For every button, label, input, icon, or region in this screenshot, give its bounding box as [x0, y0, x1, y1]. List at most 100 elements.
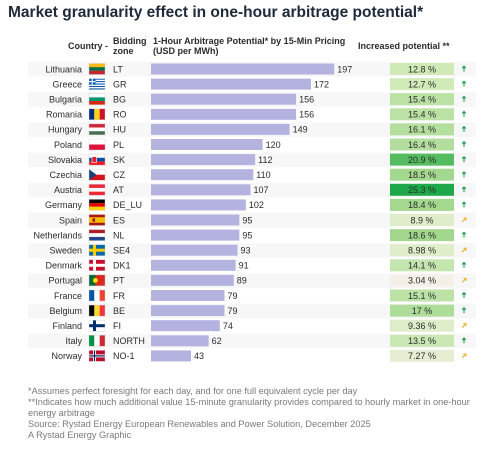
bar: [151, 199, 246, 211]
table-row: Norway NO-1 43 7.27 %: [51, 349, 467, 362]
bar-value-label: 156: [299, 110, 314, 120]
flag-france-icon: [88, 289, 106, 302]
bar: [151, 320, 220, 332]
zone-label: NORTH: [113, 336, 145, 346]
bar-value-label: 43: [194, 351, 204, 361]
arrow-up-icon: [461, 155, 467, 163]
footnote-increase: **Indicates how much additional value 15…: [28, 397, 470, 418]
increase-label: 3.04 %: [408, 276, 436, 286]
row-background: [28, 243, 476, 258]
increase-label: 8.9 %: [410, 215, 433, 225]
header-country: Country -: [68, 41, 108, 51]
bar-value-label: 93: [240, 246, 250, 256]
increase-cell: [390, 244, 454, 257]
zone-label: NO-1: [113, 351, 135, 361]
zone-label: DE_LU: [113, 200, 142, 210]
table-row: Romania RO 156 15.4 %: [46, 108, 467, 121]
bar-value-label: 110: [256, 170, 270, 180]
footnote-credit: A Rystad Energy Graphic: [28, 430, 132, 440]
increase-label: 18.5 %: [408, 170, 436, 180]
zone-label: CZ: [113, 170, 125, 180]
chart-title: Market granularity effect in one-hour ar…: [8, 4, 424, 21]
increase-cell: [390, 123, 454, 136]
zone-label: FI: [113, 321, 121, 331]
bar: [151, 350, 191, 362]
arrow-up-icon: [461, 231, 467, 238]
table-row: France FR 79 15.1 %: [54, 289, 467, 302]
table-row: Slovakia SK 112 20.9 %: [28, 152, 476, 168]
bar: [151, 184, 251, 196]
table-row: Portugal PT 89 3.04 %: [28, 273, 476, 288]
arrow-up-right-icon: [461, 217, 467, 223]
increase-cell: [390, 334, 454, 347]
increase-label: 15.4 %: [408, 110, 436, 120]
arrow-up-right-icon: [461, 277, 467, 283]
bar-value-label: 62: [212, 336, 222, 346]
table-row: Netherlands NL 95 18.6 %: [33, 229, 467, 242]
flag-austria-icon: [88, 184, 106, 196]
table-row: Italy NORTH 62 13.5 %: [28, 333, 476, 349]
bar-value-label: 79: [227, 291, 237, 301]
header-increase: Increased potential **: [358, 41, 450, 51]
increase-cell: [390, 198, 454, 211]
arrow-up-icon: [461, 65, 467, 72]
country-label: Italy: [65, 336, 82, 346]
chart: Country - Bidding zone 1-Hour Arbitrage Pot…: [28, 36, 476, 362]
table-row: Denmark DK1 91 14.1 %: [45, 259, 467, 272]
increase-label: 14.1 %: [408, 261, 436, 271]
table-row: Greece GR 172 12.7 %: [52, 78, 467, 91]
table-row: Hungary HU 149 16.1 %: [28, 122, 476, 137]
increase-cell: [390, 78, 454, 91]
increase-label: 16.1 %: [408, 125, 436, 135]
flag-germany-icon: [88, 199, 106, 211]
bar: [151, 78, 311, 90]
bar: [151, 244, 238, 256]
zone-label: PL: [113, 140, 124, 150]
arrow-up-icon: [461, 171, 467, 178]
arrow-up-icon: [461, 201, 467, 208]
zone-label: NL: [113, 230, 125, 240]
increase-cell: [390, 93, 454, 106]
arrow-up-icon: [461, 110, 467, 117]
increase-cell: [390, 108, 454, 121]
increase-label: 15.4 %: [408, 95, 436, 105]
zone-label: HU: [113, 125, 126, 135]
arrow-up-right-icon: [461, 323, 467, 329]
zone-label: FR: [113, 291, 125, 301]
country-label: Finland: [52, 321, 82, 331]
bar: [151, 214, 240, 226]
country-label: Poland: [54, 140, 82, 150]
country-label: Spain: [59, 215, 82, 225]
bar-value-label: 95: [242, 215, 252, 225]
table-row: Belgium BE 79 17 %: [28, 303, 476, 319]
bar: [151, 139, 263, 150]
bar: [151, 229, 240, 241]
increase-cell: [390, 138, 454, 151]
row-background: [28, 333, 476, 349]
increase-cell: [390, 289, 454, 302]
row-background: [28, 213, 476, 228]
bar-value-label: 102: [249, 200, 264, 210]
increase-cell: [390, 274, 454, 287]
zone-label: GR: [113, 79, 127, 89]
header-zone: Bidding zone: [113, 36, 147, 56]
table-row: Spain ES 95 8.9 %: [28, 213, 476, 228]
country-label: France: [54, 291, 82, 301]
country-label: Slovakia: [48, 155, 82, 165]
bar-value-label: 149: [293, 125, 308, 135]
increase-cell: [390, 153, 454, 166]
flag-poland-icon: [88, 138, 106, 151]
footnotes: *Assumes perfect foresight for each day,…: [28, 386, 494, 441]
bar-value-label: 74: [223, 321, 233, 331]
increase-label: 18.6 %: [408, 230, 436, 240]
bar: [151, 335, 209, 347]
country-label: Denmark: [45, 261, 82, 271]
arrow-up-icon: [461, 261, 467, 268]
country-label: Netherlands: [33, 230, 82, 240]
zone-label: SK: [113, 155, 125, 165]
increase-label: 17 %: [412, 306, 433, 316]
footnote-source: Source: Rystad Energy European Renewable…: [28, 419, 371, 429]
flag-czechia-icon: [88, 168, 106, 181]
footnote-assumption: *Assumes perfect foresight for each day,…: [28, 386, 358, 396]
arrow-up-icon: [461, 140, 467, 147]
